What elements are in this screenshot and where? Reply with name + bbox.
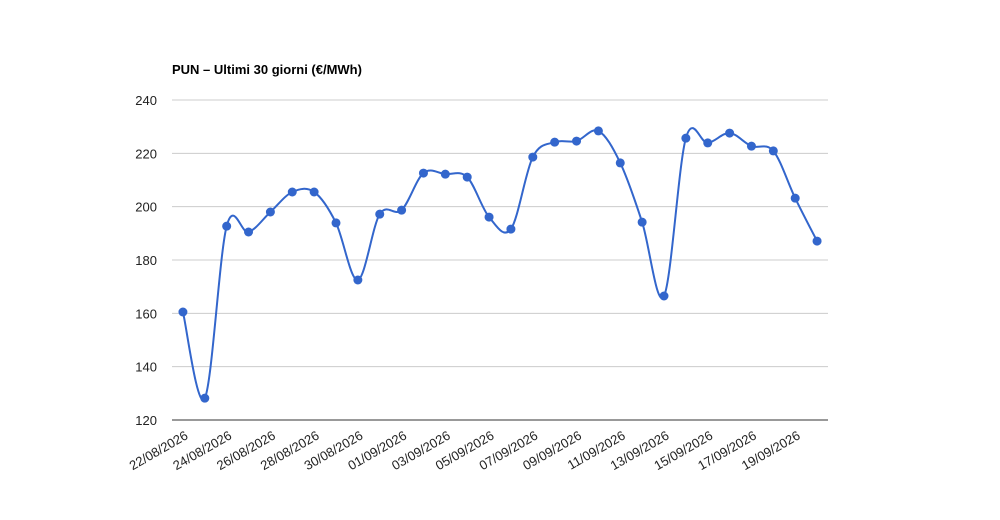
y-tick-label: 240 xyxy=(135,93,157,108)
y-tick-label: 140 xyxy=(135,360,157,375)
point xyxy=(703,138,713,148)
point xyxy=(265,207,275,217)
point xyxy=(178,307,188,317)
line xyxy=(181,127,818,401)
point xyxy=(572,136,582,146)
point xyxy=(353,275,363,285)
point xyxy=(222,221,232,231)
point xyxy=(725,128,735,138)
point xyxy=(550,137,560,147)
y-tick-label: 200 xyxy=(135,200,157,215)
point xyxy=(790,193,800,203)
point xyxy=(397,205,407,215)
point xyxy=(681,133,691,143)
point xyxy=(375,209,385,219)
point xyxy=(506,224,516,234)
point xyxy=(593,126,603,136)
point xyxy=(200,393,210,403)
y-tick-label: 160 xyxy=(135,306,157,321)
chart-title: PUN – Ultimi 30 giorni (€/MWh) xyxy=(172,62,362,77)
y-tick-label: 180 xyxy=(135,253,157,268)
point xyxy=(746,141,756,151)
point xyxy=(637,217,647,227)
point xyxy=(309,187,319,197)
y-tick-label: 120 xyxy=(135,413,157,428)
point xyxy=(528,152,538,162)
point xyxy=(287,187,297,197)
point xyxy=(659,291,669,301)
point xyxy=(418,168,428,178)
point xyxy=(331,218,341,228)
point xyxy=(462,172,472,182)
y-tick-label: 220 xyxy=(135,146,157,161)
point xyxy=(812,236,822,246)
point xyxy=(244,227,254,237)
point xyxy=(440,169,450,179)
point xyxy=(768,146,778,156)
point xyxy=(484,212,494,222)
point xyxy=(615,158,625,168)
